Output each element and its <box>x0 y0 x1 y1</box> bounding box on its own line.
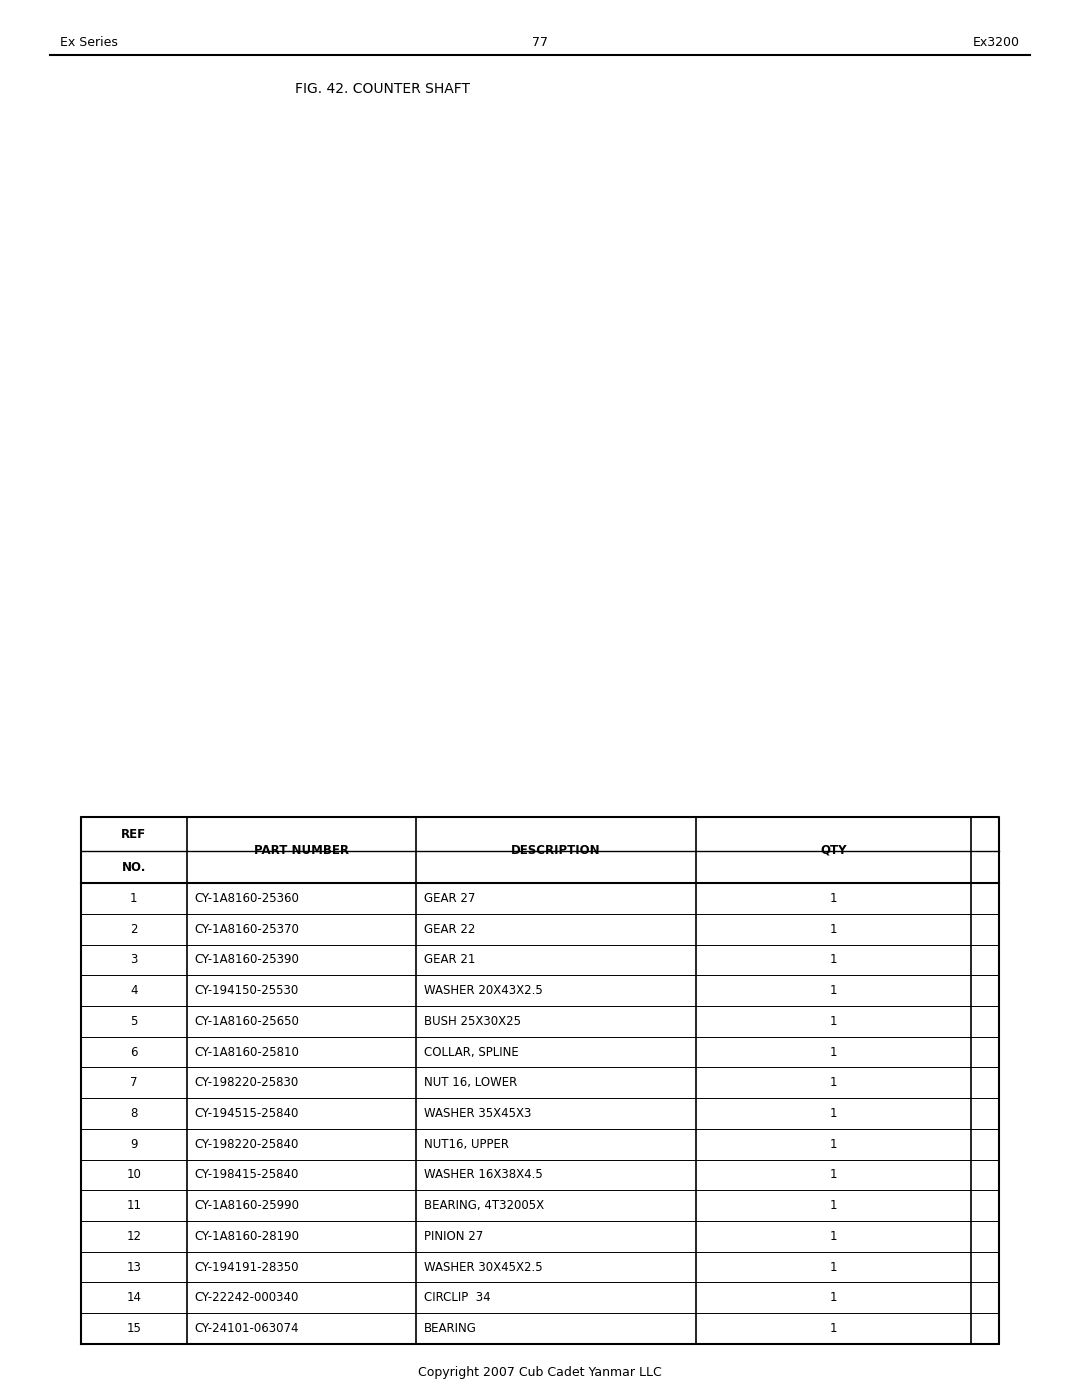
Text: 4: 4 <box>130 983 137 997</box>
Text: CY-1A8160-25370: CY-1A8160-25370 <box>194 922 299 936</box>
Text: 3: 3 <box>130 953 137 967</box>
Text: CY-1A8160-28190: CY-1A8160-28190 <box>194 1229 299 1243</box>
Text: 77: 77 <box>532 36 548 49</box>
Text: 6: 6 <box>130 1045 137 1059</box>
Text: 11: 11 <box>126 1199 141 1213</box>
Text: 8: 8 <box>130 1106 137 1120</box>
Text: CY-198415-25840: CY-198415-25840 <box>194 1168 299 1182</box>
Text: 14: 14 <box>126 1291 141 1305</box>
Text: BEARING, 4T32005X: BEARING, 4T32005X <box>424 1199 544 1213</box>
Text: 1: 1 <box>831 1106 837 1120</box>
Text: CY-194515-25840: CY-194515-25840 <box>194 1106 299 1120</box>
Text: GEAR 27: GEAR 27 <box>424 891 475 905</box>
Text: NUT 16, LOWER: NUT 16, LOWER <box>424 1076 517 1090</box>
Text: 7: 7 <box>130 1076 137 1090</box>
Text: 9: 9 <box>130 1137 137 1151</box>
Text: 5: 5 <box>130 1014 137 1028</box>
Text: PINION 27: PINION 27 <box>424 1229 484 1243</box>
Text: CY-1A8160-25390: CY-1A8160-25390 <box>194 953 299 967</box>
Text: BUSH 25X30X25: BUSH 25X30X25 <box>424 1014 521 1028</box>
Text: NO.: NO. <box>122 861 146 873</box>
Text: 1: 1 <box>831 1260 837 1274</box>
Text: 1: 1 <box>831 1229 837 1243</box>
Text: 1: 1 <box>831 1014 837 1028</box>
Text: CY-1A8160-25990: CY-1A8160-25990 <box>194 1199 299 1213</box>
Text: 1: 1 <box>130 891 137 905</box>
Text: WASHER 35X45X3: WASHER 35X45X3 <box>424 1106 531 1120</box>
Text: BEARING: BEARING <box>424 1322 477 1336</box>
Text: 1: 1 <box>831 1291 837 1305</box>
Text: Ex3200: Ex3200 <box>973 36 1020 49</box>
Text: 1: 1 <box>831 1076 837 1090</box>
Text: 15: 15 <box>126 1322 141 1336</box>
Text: CY-194191-28350: CY-194191-28350 <box>194 1260 299 1274</box>
Text: 1: 1 <box>831 922 837 936</box>
Text: 1: 1 <box>831 1045 837 1059</box>
Text: 1: 1 <box>831 1322 837 1336</box>
Text: FIG. 42. COUNTER SHAFT: FIG. 42. COUNTER SHAFT <box>295 82 470 96</box>
Text: CY-22242-000340: CY-22242-000340 <box>194 1291 299 1305</box>
Text: WASHER 20X43X2.5: WASHER 20X43X2.5 <box>424 983 543 997</box>
Text: CY-1A8160-25650: CY-1A8160-25650 <box>194 1014 299 1028</box>
Text: CY-1A8160-25360: CY-1A8160-25360 <box>194 891 299 905</box>
Text: 1: 1 <box>831 891 837 905</box>
Text: 2: 2 <box>130 922 137 936</box>
Text: GEAR 22: GEAR 22 <box>424 922 475 936</box>
Text: COLLAR, SPLINE: COLLAR, SPLINE <box>424 1045 518 1059</box>
Text: CY-24101-063074: CY-24101-063074 <box>194 1322 299 1336</box>
Text: 1: 1 <box>831 1199 837 1213</box>
Text: CY-198220-25840: CY-198220-25840 <box>194 1137 299 1151</box>
Text: 13: 13 <box>126 1260 141 1274</box>
Text: Copyright 2007 Cub Cadet Yanmar LLC: Copyright 2007 Cub Cadet Yanmar LLC <box>418 1366 662 1379</box>
Text: REF: REF <box>121 828 147 841</box>
Text: 12: 12 <box>126 1229 141 1243</box>
Text: GEAR 21: GEAR 21 <box>424 953 475 967</box>
Text: 10: 10 <box>126 1168 141 1182</box>
Text: CIRCLIP  34: CIRCLIP 34 <box>424 1291 490 1305</box>
Text: 1: 1 <box>831 983 837 997</box>
Text: 1: 1 <box>831 953 837 967</box>
Text: CY-198220-25830: CY-198220-25830 <box>194 1076 299 1090</box>
Text: CY-194150-25530: CY-194150-25530 <box>194 983 299 997</box>
Text: DESCRIPTION: DESCRIPTION <box>511 844 600 856</box>
Text: Ex Series: Ex Series <box>60 36 118 49</box>
Text: WASHER 16X38X4.5: WASHER 16X38X4.5 <box>424 1168 543 1182</box>
Text: NUT16, UPPER: NUT16, UPPER <box>424 1137 509 1151</box>
Text: QTY: QTY <box>821 844 847 856</box>
Text: PART NUMBER: PART NUMBER <box>254 844 349 856</box>
Text: WASHER 30X45X2.5: WASHER 30X45X2.5 <box>424 1260 542 1274</box>
Text: 1: 1 <box>831 1137 837 1151</box>
Text: 1: 1 <box>831 1168 837 1182</box>
Text: CY-1A8160-25810: CY-1A8160-25810 <box>194 1045 299 1059</box>
